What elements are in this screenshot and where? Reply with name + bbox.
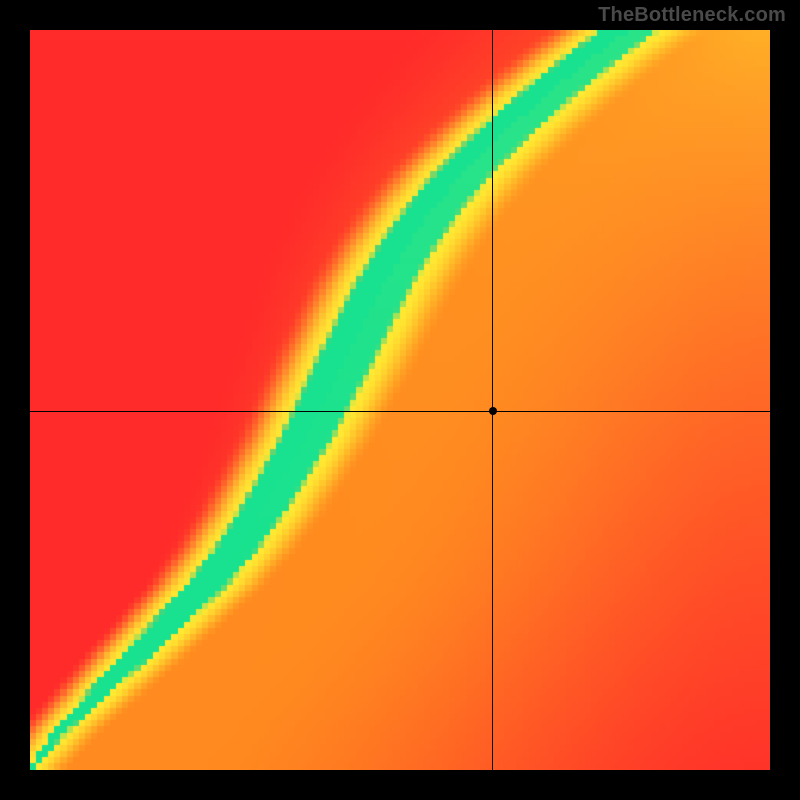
crosshair-vertical [492, 30, 493, 770]
heatmap-canvas [30, 30, 770, 770]
crosshair-horizontal [30, 411, 770, 412]
heatmap-plot [30, 30, 770, 770]
crosshair-marker [489, 407, 497, 415]
watermark-text: TheBottleneck.com [598, 4, 786, 27]
